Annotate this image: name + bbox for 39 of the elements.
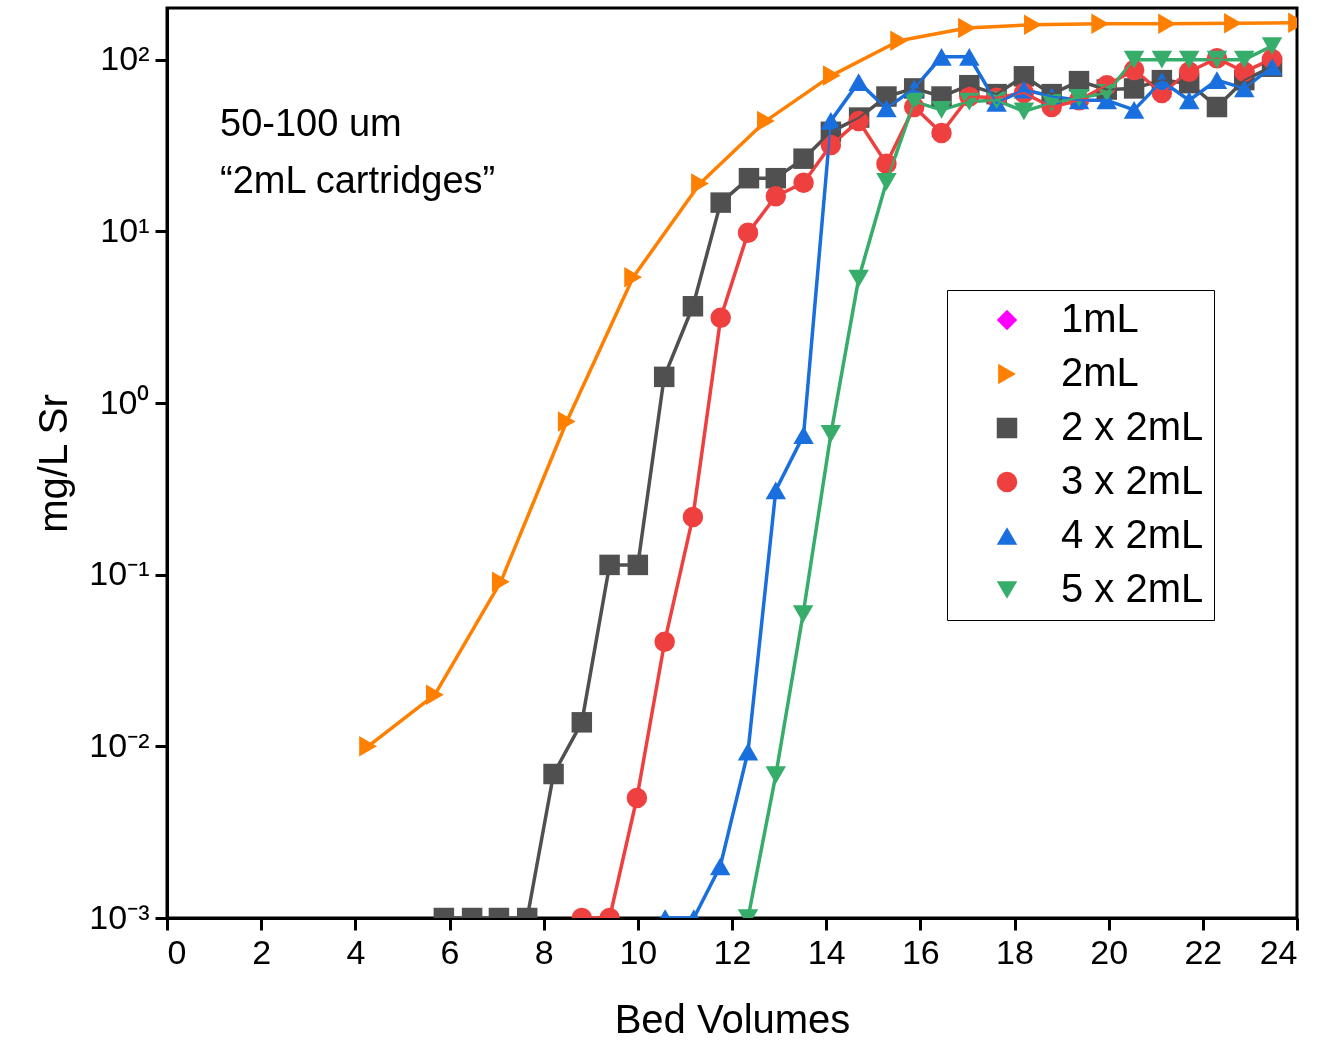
x-tick-label: 16 — [901, 932, 940, 971]
annotation: “2mL cartridges” — [220, 159, 496, 201]
x-tick-label: 4 — [346, 932, 366, 971]
y-tick-label: 10¹ — [100, 210, 150, 249]
y-axis-title: mg/L Sr — [31, 394, 76, 533]
y-tick-label: 10⁻³ — [89, 897, 150, 936]
legend-label: 5 x 2mL — [1061, 566, 1204, 610]
x-tick-label: 0 — [167, 932, 187, 971]
y-tick-label: 10⁻² — [89, 725, 150, 764]
point — [543, 763, 564, 785]
legend-label: 4 x 2mL — [1061, 512, 1204, 556]
point — [1261, 37, 1283, 55]
annotation: 50-100 um — [220, 102, 402, 144]
x-tick-label: 10 — [619, 932, 658, 971]
legend-label: 2 x 2mL — [1061, 404, 1204, 448]
x-tick-label: 24 — [1259, 932, 1298, 971]
legend-label: 1mL — [1061, 296, 1139, 340]
x-tick-label: 22 — [1184, 932, 1223, 971]
point — [682, 296, 704, 317]
point — [1013, 102, 1035, 121]
legend-label: 3 x 2mL — [1061, 458, 1204, 502]
x-axis-title: Bed Volumes — [614, 996, 851, 1041]
legend-label: 2mL — [1061, 350, 1139, 394]
y-tick-label: 10² — [100, 39, 150, 78]
point — [1123, 101, 1145, 119]
x-tick-label: 18 — [996, 932, 1034, 971]
x-tick-label: 12 — [713, 932, 752, 971]
y-tick-label: 10⁻¹ — [89, 554, 150, 593]
point — [599, 554, 620, 576]
x-tick-label: 14 — [807, 932, 846, 971]
x-tick-label: 20 — [1090, 932, 1129, 971]
x-tick-label: 2 — [252, 932, 272, 971]
x-tick-label: 6 — [440, 932, 460, 971]
x-tick-label: 8 — [534, 932, 554, 971]
point — [793, 148, 814, 169]
y-tick-label: 10⁰ — [99, 382, 150, 421]
point — [710, 192, 731, 213]
point — [624, 267, 642, 288]
point — [359, 736, 377, 757]
